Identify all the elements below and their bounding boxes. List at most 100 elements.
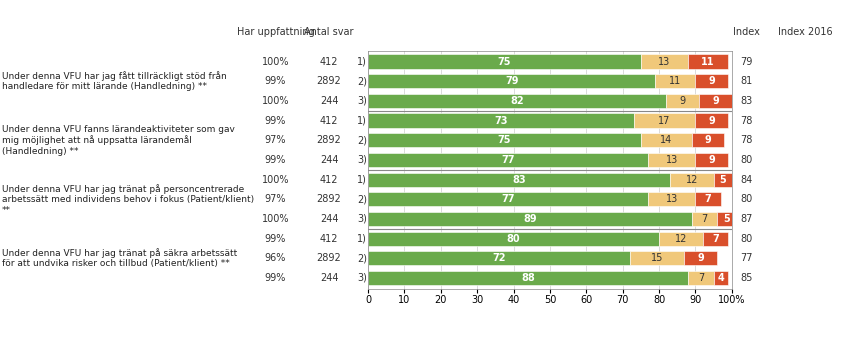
- Text: Under denna VFU fanns lärandeaktiviteter som gav
mig möjlighet att nå uppsatta l: Under denna VFU fanns lärandeaktiviteter…: [2, 125, 235, 156]
- Text: 85: 85: [740, 273, 753, 283]
- Bar: [634, 113, 695, 128]
- Bar: [714, 271, 728, 285]
- Bar: [368, 192, 648, 206]
- Text: 15: 15: [651, 253, 663, 263]
- Text: 3): 3): [357, 96, 367, 106]
- Bar: [695, 74, 728, 88]
- Text: 100%: 100%: [262, 57, 289, 66]
- Text: 1): 1): [357, 233, 367, 244]
- Text: 88: 88: [521, 273, 535, 283]
- Text: 14: 14: [660, 135, 672, 145]
- Text: 412: 412: [320, 175, 339, 184]
- Text: 77: 77: [501, 155, 514, 165]
- Text: 9: 9: [712, 96, 719, 106]
- Text: 75: 75: [498, 57, 511, 66]
- Bar: [670, 173, 714, 187]
- Text: 80: 80: [507, 233, 520, 244]
- Bar: [648, 192, 695, 206]
- Text: 89: 89: [523, 214, 537, 224]
- Bar: [699, 94, 732, 108]
- Text: 7: 7: [712, 233, 719, 244]
- Text: 7: 7: [701, 214, 708, 224]
- Bar: [688, 55, 728, 69]
- Text: 100%: 100%: [262, 175, 289, 184]
- Text: 2892: 2892: [317, 194, 341, 204]
- Bar: [368, 251, 630, 265]
- Bar: [368, 231, 659, 246]
- Text: 4: 4: [718, 273, 724, 283]
- Bar: [641, 55, 688, 69]
- Text: 99%: 99%: [265, 116, 286, 126]
- Text: 9: 9: [680, 96, 686, 106]
- Text: 80: 80: [740, 233, 753, 244]
- Text: 83: 83: [512, 175, 526, 184]
- Text: 13: 13: [666, 194, 678, 204]
- Text: 2892: 2892: [317, 135, 341, 145]
- Text: 9: 9: [708, 76, 715, 86]
- Text: 9: 9: [708, 155, 715, 165]
- Text: 412: 412: [320, 233, 339, 244]
- Text: 100%: 100%: [262, 214, 289, 224]
- Bar: [368, 212, 692, 226]
- Bar: [702, 231, 728, 246]
- Text: 78: 78: [740, 116, 753, 126]
- Text: 81: 81: [740, 76, 753, 86]
- Text: 100%: 100%: [262, 96, 289, 106]
- Text: 97%: 97%: [265, 194, 286, 204]
- Text: 96%: 96%: [265, 253, 286, 263]
- Bar: [717, 212, 735, 226]
- Bar: [659, 231, 702, 246]
- Text: 83: 83: [740, 96, 753, 106]
- Text: 2): 2): [357, 253, 367, 263]
- Text: 2): 2): [357, 135, 367, 145]
- Text: 13: 13: [666, 155, 678, 165]
- Text: 99%: 99%: [265, 76, 286, 86]
- Bar: [695, 192, 721, 206]
- Text: 99%: 99%: [265, 155, 286, 165]
- Text: Under denna VFU har jag fått tillräckligt stöd från
handledare för mitt lärande : Under denna VFU har jag fått tillräcklig…: [2, 71, 227, 91]
- Text: 78: 78: [740, 135, 753, 145]
- Text: 244: 244: [320, 96, 339, 106]
- Bar: [666, 94, 699, 108]
- Text: 79: 79: [740, 57, 753, 66]
- Bar: [368, 55, 641, 69]
- Bar: [695, 153, 728, 167]
- Bar: [368, 113, 634, 128]
- Text: Index: Index: [733, 27, 760, 37]
- Text: 2892: 2892: [317, 253, 341, 263]
- Bar: [692, 133, 725, 147]
- Bar: [695, 113, 728, 128]
- Text: 13: 13: [658, 57, 670, 66]
- Text: 9: 9: [705, 135, 712, 145]
- Text: 77: 77: [740, 253, 753, 263]
- Text: 5: 5: [720, 175, 726, 184]
- Bar: [368, 271, 688, 285]
- Text: 75: 75: [498, 135, 511, 145]
- Text: Under denna VFU har jag tränat på personcentrerade
arbetssätt med individens beh: Under denna VFU har jag tränat på person…: [2, 184, 254, 215]
- Text: 99%: 99%: [265, 273, 286, 283]
- Bar: [630, 251, 684, 265]
- Text: 244: 244: [320, 214, 339, 224]
- Text: 79: 79: [505, 76, 519, 86]
- Bar: [641, 133, 692, 147]
- Text: 7: 7: [698, 273, 704, 283]
- Text: 3): 3): [357, 273, 367, 283]
- Text: 87: 87: [740, 214, 753, 224]
- Text: 82: 82: [510, 96, 524, 106]
- Text: 3): 3): [357, 214, 367, 224]
- Bar: [368, 133, 641, 147]
- Text: 1): 1): [357, 175, 367, 184]
- Text: 12: 12: [686, 175, 698, 184]
- Text: 2): 2): [357, 76, 367, 86]
- Bar: [368, 94, 666, 108]
- Bar: [648, 153, 695, 167]
- Text: 11: 11: [669, 76, 682, 86]
- Bar: [368, 173, 670, 187]
- Text: 1): 1): [357, 57, 367, 66]
- Bar: [368, 74, 656, 88]
- Text: 9: 9: [708, 116, 715, 126]
- Text: 3): 3): [357, 155, 367, 165]
- Text: 2892: 2892: [317, 76, 341, 86]
- Text: 244: 244: [320, 273, 339, 283]
- Text: Har uppfattning: Har uppfattning: [236, 27, 314, 37]
